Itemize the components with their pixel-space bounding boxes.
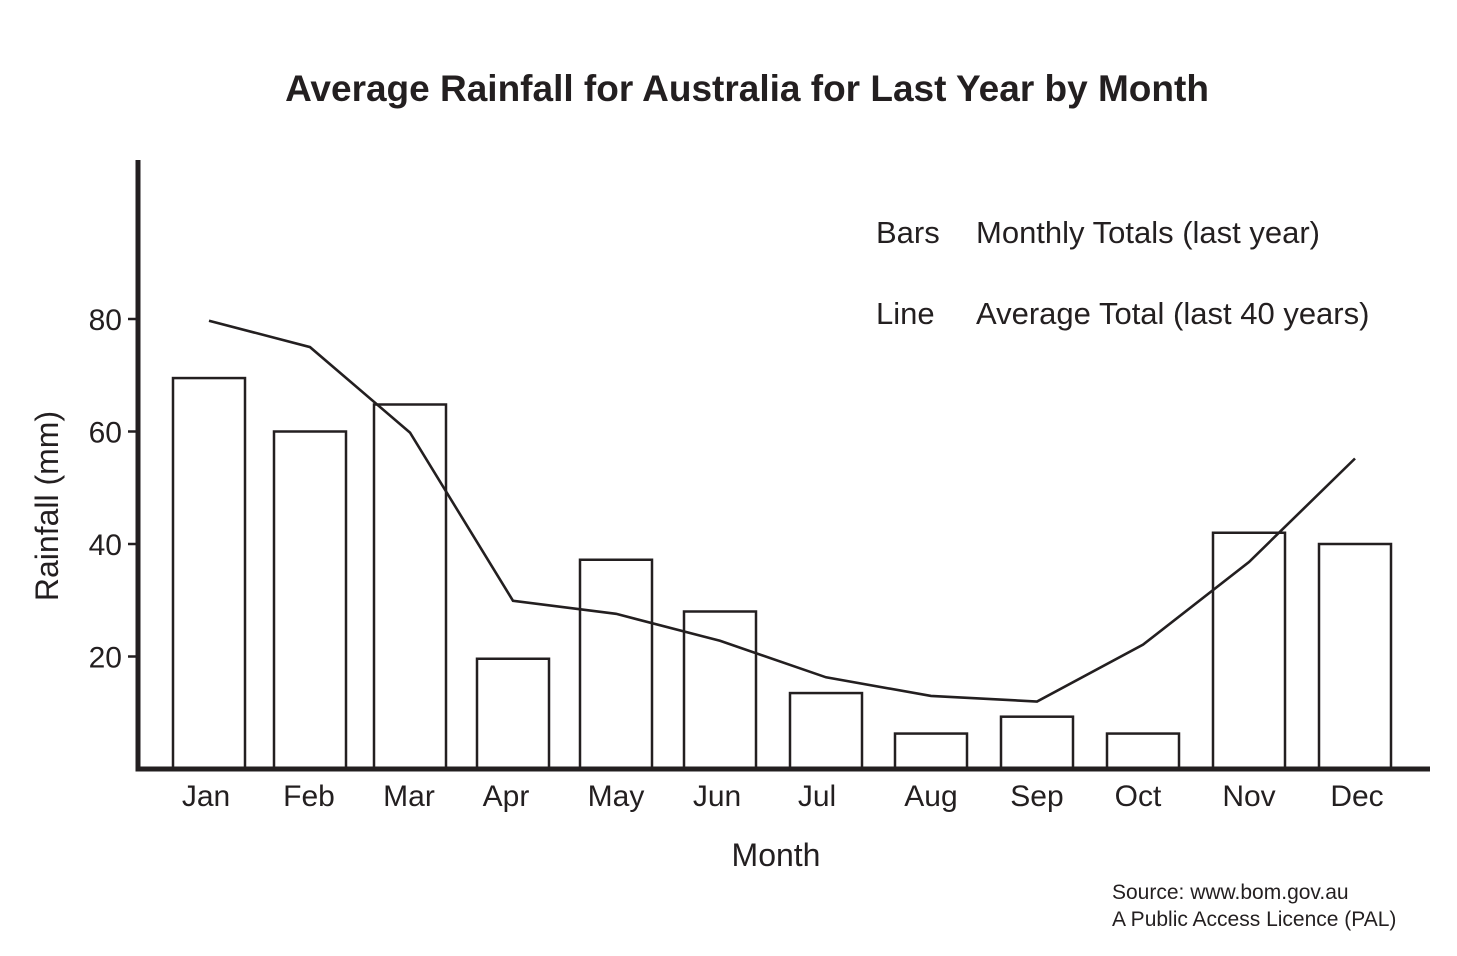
x-tick-label-jul: Jul bbox=[798, 780, 836, 813]
line-series bbox=[208, 319, 1356, 703]
x-tick-label-oct: Oct bbox=[1115, 780, 1162, 813]
x-tick-label-feb: Feb bbox=[283, 780, 335, 813]
x-tick-label-jan: Jan bbox=[182, 780, 230, 813]
y-axis-label: Rainfall (mm) bbox=[29, 411, 65, 601]
x-tick-label-may: May bbox=[588, 780, 645, 813]
x-ticks: Jan Feb Mar Apr May Jun Jul Aug Sep Oct Nov Dec bbox=[182, 780, 1384, 813]
bar-jun bbox=[682, 610, 758, 771]
x-axis-label: Month bbox=[732, 837, 821, 873]
bar-mar bbox=[372, 403, 448, 771]
x-tick-label-mar: Mar bbox=[383, 780, 435, 813]
y-ticks: 20 40 60 80 bbox=[89, 304, 138, 675]
x-tick-label-jun: Jun bbox=[693, 780, 741, 813]
legend-label-bars: Monthly Totals (last year) bbox=[976, 215, 1320, 250]
x-tick-label-aug: Aug bbox=[904, 780, 957, 813]
bar-dec bbox=[1317, 542, 1393, 771]
legend: Bars Monthly Totals (last year) Line Ave… bbox=[876, 215, 1369, 331]
bar-sep bbox=[999, 715, 1075, 771]
axes bbox=[135, 160, 1430, 772]
x-tick-label-nov: Nov bbox=[1222, 780, 1275, 813]
legend-marker-line: Line bbox=[876, 296, 935, 331]
bar-may bbox=[578, 558, 654, 771]
bar-oct bbox=[1105, 732, 1181, 771]
average-line bbox=[208, 319, 1356, 703]
source-credit: Source: www.bom.gov.au bbox=[1112, 881, 1349, 904]
legend-marker-bars: Bars bbox=[876, 215, 940, 250]
y-tick-label-40: 40 bbox=[89, 529, 122, 562]
y-tick-label-60: 60 bbox=[89, 417, 122, 450]
x-tick-label-apr: Apr bbox=[483, 780, 530, 813]
bar-jul bbox=[788, 691, 864, 771]
y-tick-label-20: 20 bbox=[89, 642, 122, 675]
y-tick-label-80: 80 bbox=[89, 304, 122, 337]
chart-title: Average Rainfall for Australia for Last … bbox=[285, 68, 1209, 109]
bar-feb bbox=[272, 430, 348, 771]
bar-series bbox=[171, 376, 1393, 771]
x-tick-label-sep: Sep bbox=[1010, 780, 1063, 813]
bar-nov bbox=[1211, 531, 1287, 771]
bar-jan bbox=[171, 376, 247, 771]
x-tick-label-dec: Dec bbox=[1330, 780, 1383, 813]
licence-note: A Public Access Licence (PAL) bbox=[1112, 908, 1396, 931]
bar-aug bbox=[893, 732, 969, 771]
bar-apr bbox=[475, 657, 551, 771]
legend-label-line: Average Total (last 40 years) bbox=[976, 296, 1369, 331]
